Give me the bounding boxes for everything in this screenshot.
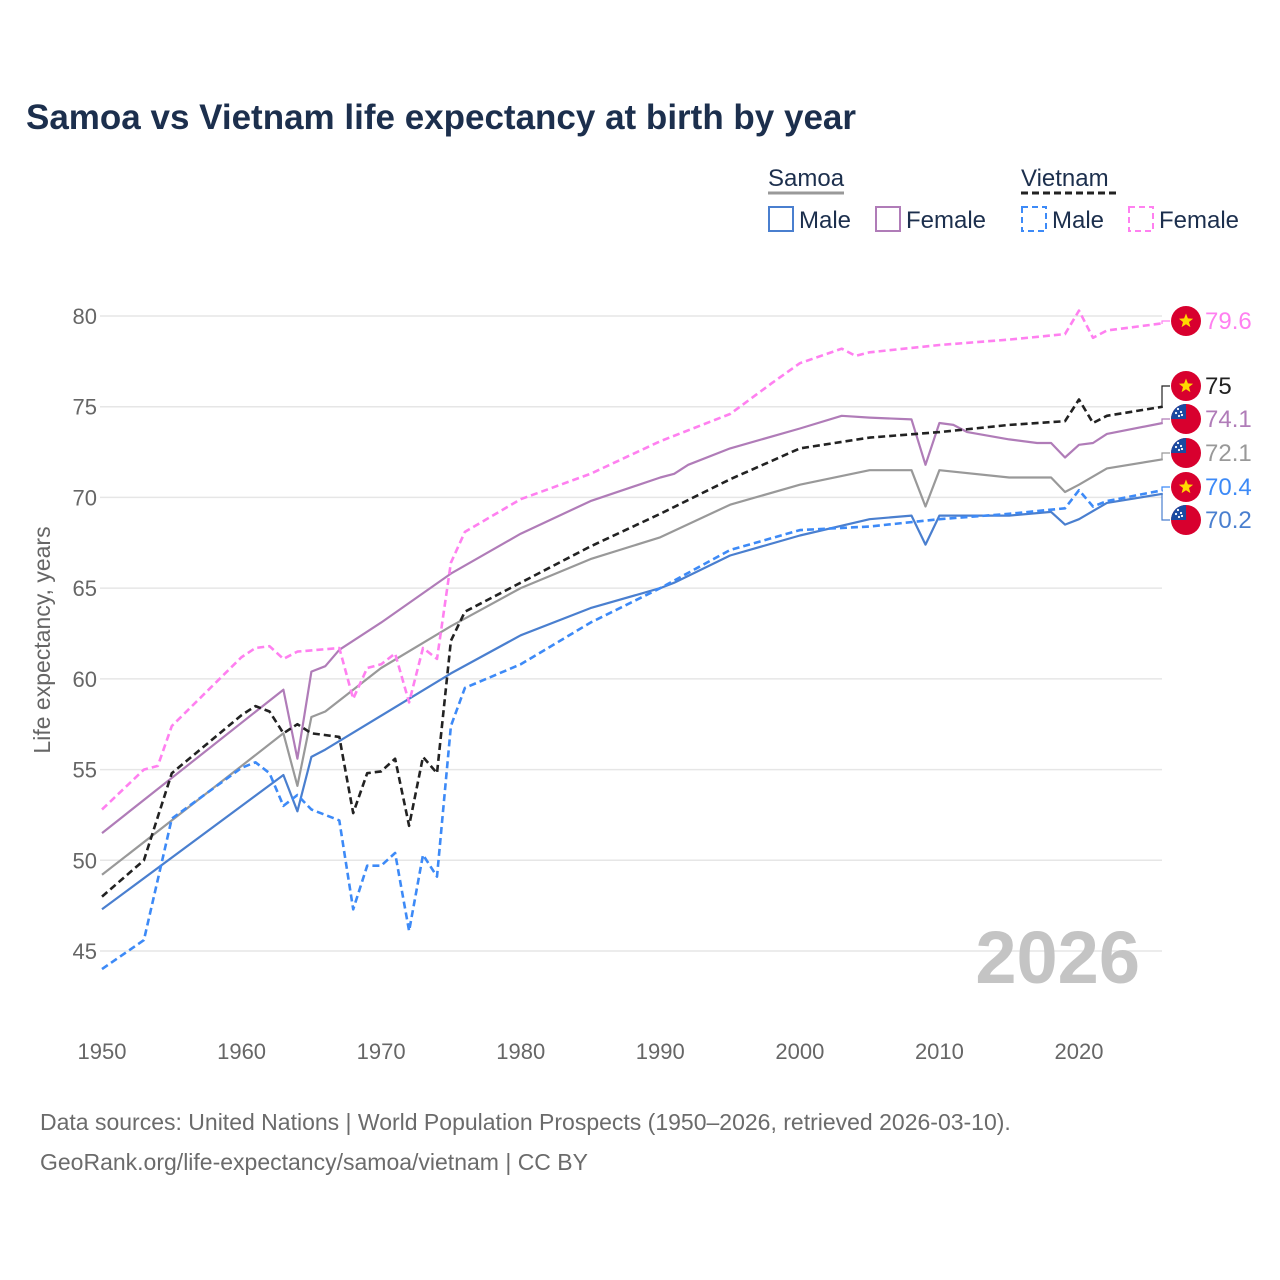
y-tick-label: 65 <box>73 576 97 601</box>
legend-samoa-male: Male <box>799 207 851 234</box>
series-line-vietnam-female <box>101 309 1163 811</box>
legend-vietnam-female: Female <box>1159 207 1239 234</box>
legend-group-vietnam: Vietnam <box>1021 165 1109 192</box>
legend-swatch-samoa-female <box>875 206 901 232</box>
vietnam-flag-icon <box>1171 472 1201 502</box>
series-line-samoa-total <box>101 458 1163 876</box>
series-line-samoa-female <box>101 414 1163 834</box>
end-label: 70.4 <box>1205 474 1252 501</box>
x-tick-label: 1990 <box>636 1039 685 1064</box>
x-tick-label: 1980 <box>496 1039 545 1064</box>
legend: Samoa Vietnam Male Female Male Female <box>768 165 1239 234</box>
gridlines <box>100 315 1162 952</box>
x-tick-label: 2000 <box>775 1039 824 1064</box>
y-tick-label: 50 <box>73 848 97 873</box>
legend-swatch-vietnam-male <box>1021 206 1047 232</box>
samoa-flag-icon <box>1171 404 1201 434</box>
y-tick-label: 80 <box>73 304 97 329</box>
samoa-flag-icon <box>1171 505 1201 535</box>
vietnam-flag-icon <box>1171 306 1201 336</box>
series-line-samoa-male <box>101 492 1163 911</box>
leader-line <box>1161 385 1170 408</box>
source-line-1: Data sources: United Nations | World Pop… <box>40 1109 1011 1135</box>
end-labels: 74.1 72.1 70.2 79.6 75 70.4 <box>1161 306 1252 535</box>
leader-line <box>1161 418 1170 424</box>
x-tick-label: 2010 <box>915 1039 964 1064</box>
end-label: 72.1 <box>1205 440 1252 467</box>
legend-group-samoa: Samoa <box>768 165 845 192</box>
series-line-vietnam-male <box>101 488 1163 971</box>
y-tick-label: 70 <box>73 485 97 510</box>
y-axis-label: Life expectancy, years <box>29 526 55 753</box>
y-axis-ticks: 45 50 55 60 65 70 75 80 <box>73 304 97 964</box>
year-watermark: 2026 <box>975 916 1140 999</box>
series-lines <box>101 309 1163 971</box>
x-tick-label: 2020 <box>1055 1039 1104 1064</box>
leader-line <box>1161 452 1170 460</box>
legend-vietnam-male: Male <box>1052 207 1104 234</box>
end-label: 70.2 <box>1205 507 1252 534</box>
y-tick-label: 45 <box>73 939 97 964</box>
leader-line <box>1161 486 1170 491</box>
x-axis-ticks: 1950 1960 1970 1980 1990 2000 2010 2020 <box>78 1039 1104 1064</box>
x-tick-label: 1950 <box>78 1039 127 1064</box>
y-tick-label: 75 <box>73 395 97 420</box>
vietnam-flag-icon <box>1171 371 1201 401</box>
source-line-2[interactable]: GeoRank.org/life-expectancy/samoa/vietna… <box>40 1149 588 1175</box>
end-label: 79.6 <box>1205 308 1252 335</box>
legend-samoa-female: Female <box>906 207 986 234</box>
chart-title: Samoa vs Vietnam life expectancy at birt… <box>26 98 856 137</box>
leader-line <box>1161 493 1170 521</box>
legend-swatch-vietnam-female <box>1128 206 1154 232</box>
legend-swatch-samoa-male <box>768 206 794 232</box>
x-tick-label: 1970 <box>357 1039 406 1064</box>
y-tick-label: 60 <box>73 667 97 692</box>
samoa-flag-icon <box>1171 438 1201 468</box>
end-label: 74.1 <box>1205 406 1252 433</box>
y-tick-label: 55 <box>73 758 97 783</box>
leader-line <box>1161 320 1170 324</box>
x-tick-label: 1960 <box>217 1039 266 1064</box>
end-label: 75 <box>1205 373 1232 400</box>
